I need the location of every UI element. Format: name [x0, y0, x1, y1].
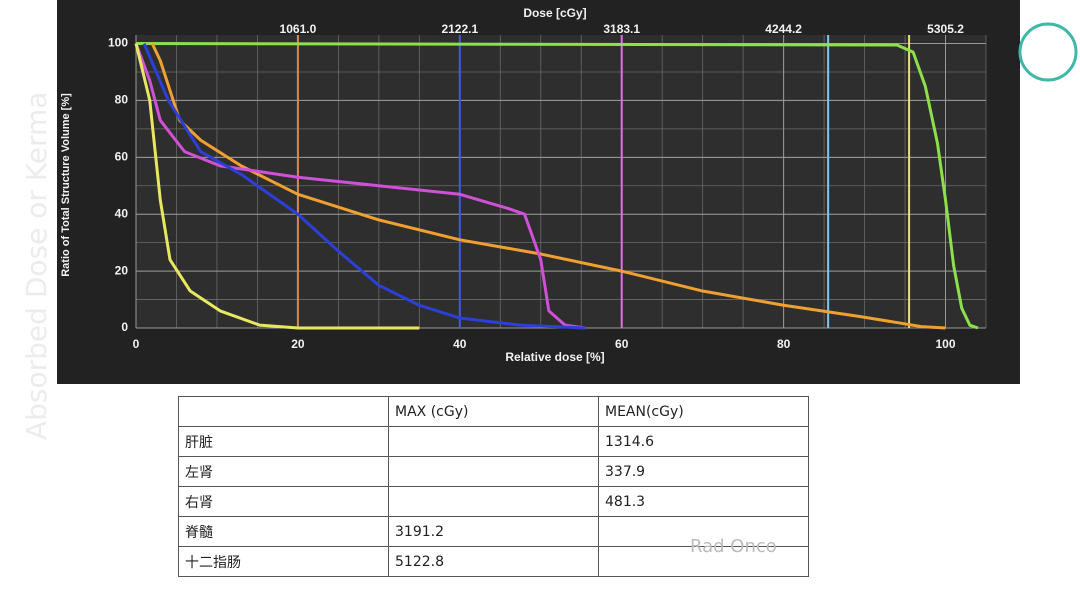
x-tick-label: 40: [453, 337, 467, 351]
logo: [1018, 22, 1078, 82]
x-tick-label: 0: [133, 337, 140, 351]
table-header: MAX (cGy) MEAN(cGy): [178, 396, 809, 427]
y-tick-label: 100: [108, 36, 128, 50]
table-cell: 481.3: [598, 486, 809, 517]
dvh-curve: [134, 43, 586, 330]
x-tick-label: 100: [936, 337, 956, 351]
dvh-curve: [142, 42, 586, 330]
table-cell: 3191.2: [388, 516, 599, 547]
table-cell: [178, 396, 389, 427]
y-tick-label: 60: [115, 149, 129, 163]
table-cell: [388, 456, 599, 487]
y-tick-label: 40: [115, 206, 129, 220]
top-tick-label: 4244.2: [765, 22, 802, 36]
dose-table: MAX (cGy) MEAN(cGy) 肝脏 1314.6 左肾 337.9 右肾 481.3…: [178, 396, 809, 577]
top-axis-title: Dose [cGy]: [523, 6, 586, 20]
table-cell: 5122.8: [388, 546, 599, 577]
table-cell: MAX (cGy): [388, 396, 599, 427]
table-cell: 肝脏: [178, 426, 389, 457]
table-cell: 337.9: [598, 456, 809, 487]
table-row: 右肾 481.3: [178, 486, 809, 517]
top-tick-label: 1061.0: [280, 22, 317, 36]
y-tick-label: 80: [115, 93, 129, 107]
y-axis-label: Ratio of Total Structure Volume [%]: [60, 93, 72, 277]
watermark: Rad Onco: [690, 536, 777, 557]
dvh-curve: [135, 42, 979, 330]
y-tick-label: 20: [115, 263, 129, 277]
x-tick-label: 60: [615, 337, 629, 351]
plot-area: [136, 35, 986, 328]
x-axis-label: Relative dose [%]: [505, 350, 604, 364]
table-cell: 右肾: [178, 486, 389, 517]
top-tick-label: 2122.1: [441, 22, 478, 36]
table-cell: [388, 426, 599, 457]
top-tick-label: 5305.2: [927, 22, 964, 36]
table-cell: [598, 516, 809, 547]
table-cell: MEAN(cGy): [598, 396, 809, 427]
table-row: 十二指肠 5122.8: [178, 546, 809, 577]
dvh-curve: [134, 43, 420, 330]
x-tick-label: 80: [777, 337, 791, 351]
table-cell: 左肾: [178, 456, 389, 487]
x-tick-label: 20: [291, 337, 305, 351]
table-cell: [598, 546, 809, 577]
table-row: 脊髓 3191.2: [178, 516, 809, 547]
table-row: 肝脏 1314.6: [178, 426, 809, 457]
table-cell: 1314.6: [598, 426, 809, 457]
table-cell: [388, 486, 599, 517]
chart: Dose [cGy] Relative dose [%] Ratio of To…: [57, 0, 1078, 384]
y-tick-label: 0: [121, 320, 128, 334]
table-cell: 脊髓: [178, 516, 389, 547]
table-row: 左肾 337.9: [178, 456, 809, 487]
table-cell: 十二指肠: [178, 546, 389, 577]
top-tick-label: 3183.1: [603, 22, 640, 36]
